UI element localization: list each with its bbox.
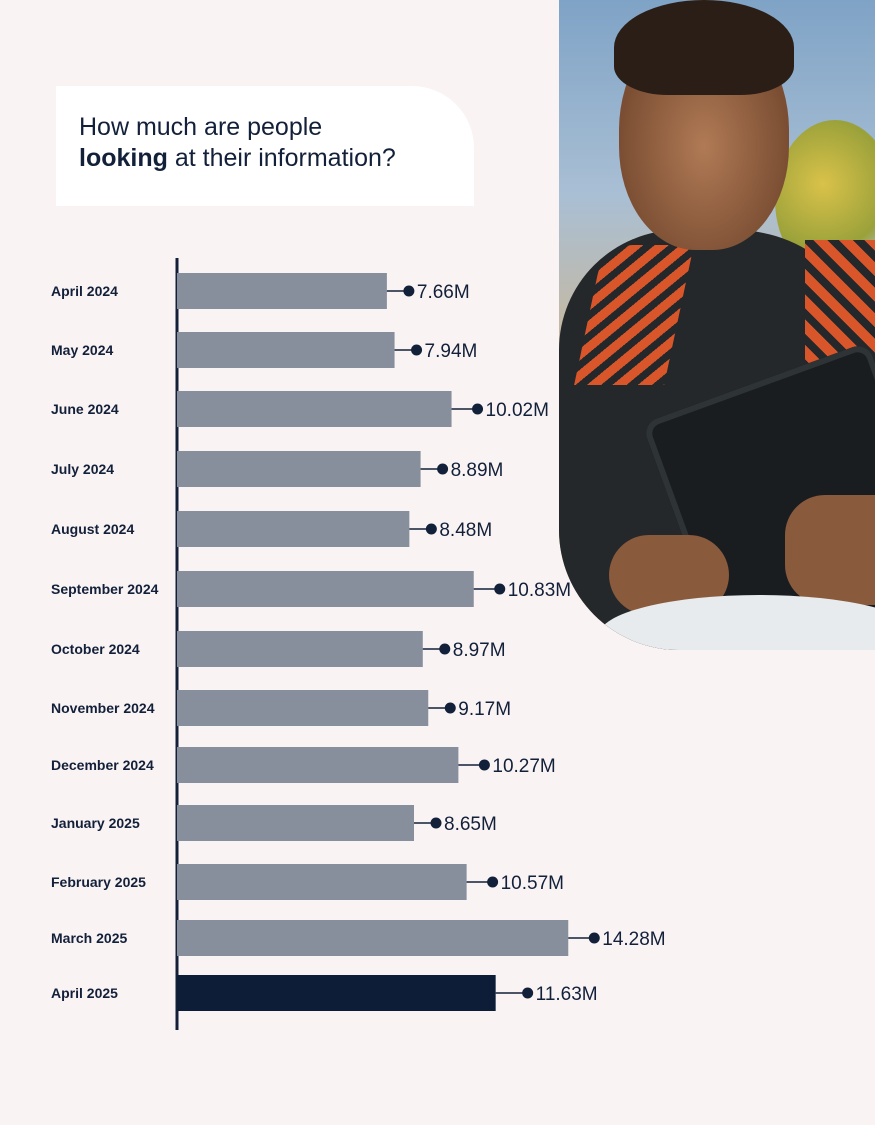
category-label: April 2025 [51,985,118,1001]
value-label: 10.57M [501,873,564,894]
hero-photo [559,0,875,650]
value-dot [522,987,534,999]
bar [177,864,467,900]
value-dot [487,876,499,888]
category-label: November 2024 [51,700,155,716]
bar [177,273,387,309]
bar [177,690,429,726]
value-label: 9.17M [458,699,511,720]
category-label: January 2025 [51,815,140,831]
value-dot [439,643,451,655]
bar [177,332,395,368]
category-label: February 2025 [51,874,146,890]
value-label: 7.94M [425,341,478,362]
value-label: 11.63M [536,984,598,1005]
category-label: May 2024 [51,342,113,358]
category-label: April 2024 [51,283,118,299]
category-label: September 2024 [51,581,159,597]
value-dot [411,344,423,356]
category-label: December 2024 [51,757,154,773]
value-label: 7.66M [417,282,470,303]
title-card: How much are people looking at their inf… [56,86,474,206]
title-line-1: How much are people [79,113,323,141]
photo-person-hair [614,0,794,95]
value-label: 10.02M [486,400,549,421]
value-dot [494,583,506,595]
value-dot [444,702,456,714]
category-label: June 2024 [51,401,119,417]
photo-hand-right [785,495,875,605]
bar [177,747,459,783]
category-label: October 2024 [51,641,140,657]
value-label: 10.27M [492,756,555,777]
bar [177,511,410,547]
title-emphasis: looking [79,144,168,172]
bar [177,805,415,841]
value-dot [472,403,484,415]
value-label: 8.89M [451,460,504,481]
bar [177,451,421,487]
value-dot [588,932,600,944]
value-label: 8.97M [453,640,506,661]
value-label: 8.65M [444,814,497,835]
value-dot [437,463,449,475]
category-label: July 2024 [51,461,114,477]
value-dot [403,285,415,297]
value-dot [430,817,442,829]
bars-layer: April 2024 7.66M May 2024 7.94M June 2024 10.… [51,273,666,1011]
title-line-2-rest: at their information? [167,144,396,172]
value-label: 8.48M [439,520,492,541]
bar [177,391,452,427]
value-label: 10.83M [508,580,571,601]
value-dot [478,759,490,771]
bar [177,920,569,956]
bar [177,631,423,667]
bar-highlight [177,975,496,1011]
category-label: March 2025 [51,930,127,946]
title-line-2: looking at their information? [79,143,474,174]
category-label: August 2024 [51,521,134,537]
value-dot [425,523,437,535]
value-label: 14.28M [602,929,665,950]
bar [177,571,474,607]
